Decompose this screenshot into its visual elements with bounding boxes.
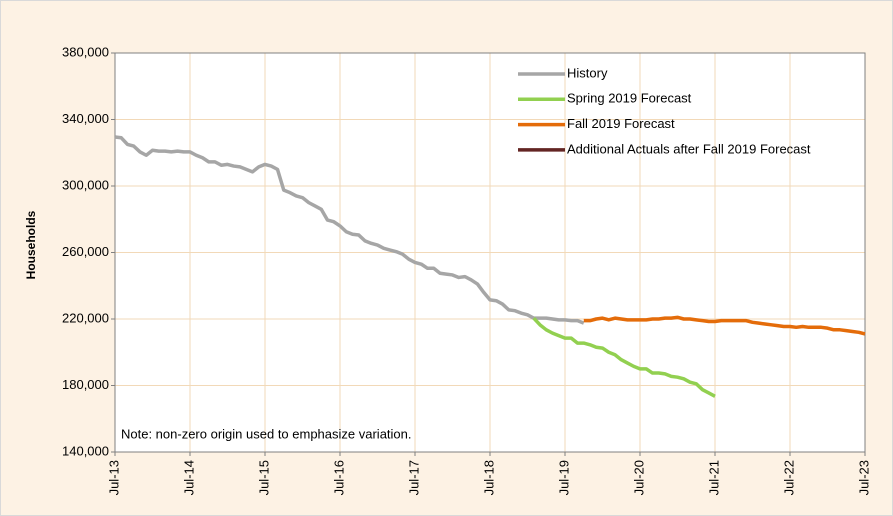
y-tick-label: 300,000 <box>62 177 109 192</box>
x-tick-label: Jul-16 <box>331 460 346 495</box>
x-tick-label: Jul-22 <box>781 460 796 495</box>
note: Note: non-zero origin used to emphasize … <box>121 426 412 441</box>
x-tick-label: Jul-23 <box>856 460 871 495</box>
y-tick-label: 220,000 <box>62 310 109 325</box>
legend-label: Spring 2019 Forecast <box>567 91 692 106</box>
y-tick-label: 180,000 <box>62 377 109 392</box>
legend-label: History <box>567 65 608 80</box>
x-tick-label: Jul-18 <box>481 460 496 495</box>
y-tick-label: 340,000 <box>62 111 109 126</box>
legend-label: Fall 2019 Forecast <box>567 116 675 131</box>
series-line <box>114 135 585 325</box>
x-tick-label: Jul-19 <box>556 460 571 495</box>
x-tick-label: Jul-14 <box>181 460 196 495</box>
y-axis-label: Households <box>24 210 38 279</box>
y-tick-label: 260,000 <box>62 244 109 259</box>
y-tick-label: 380,000 <box>62 44 109 59</box>
x-tick-label: Jul-13 <box>106 460 121 495</box>
x-tick-label: Jul-15 <box>256 460 271 495</box>
series-line <box>532 316 716 398</box>
y-tick-label: 140,000 <box>62 443 109 458</box>
legend-label: Additional Actuals after Fall 2019 Forec… <box>567 141 811 156</box>
x-tick-label: Jul-20 <box>631 460 646 495</box>
x-tick-label: Jul-21 <box>706 460 721 495</box>
series-line <box>583 315 866 336</box>
x-tick-label: Jul-17 <box>406 460 421 495</box>
